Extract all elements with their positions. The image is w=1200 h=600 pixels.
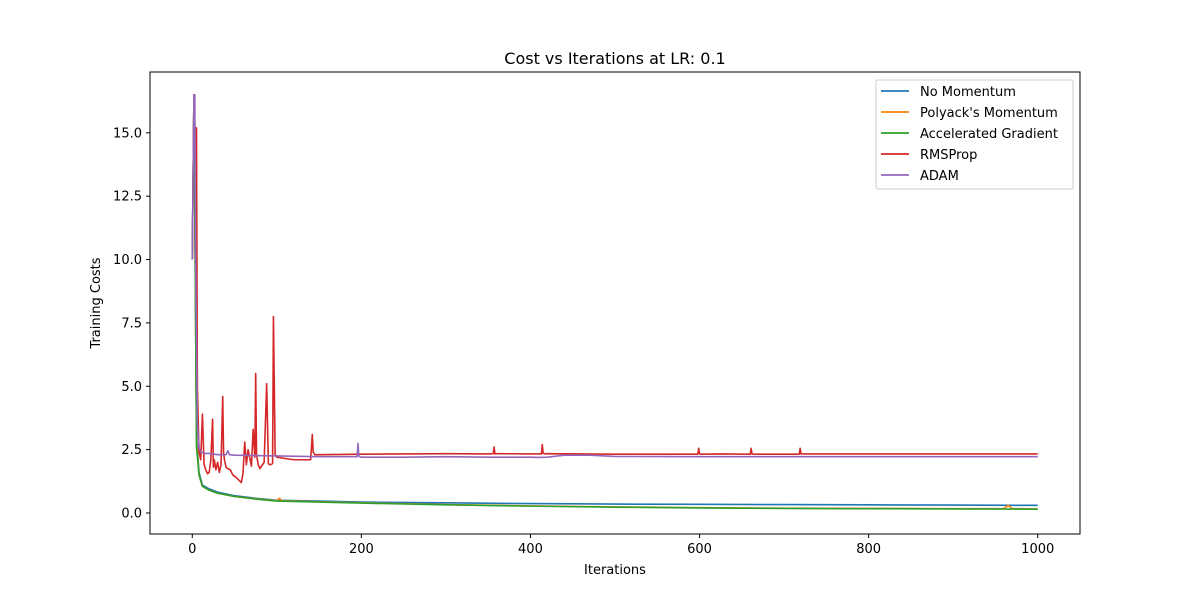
y-tick-label: 10.0 — [113, 253, 142, 268]
plot-frame — [149, 71, 1081, 535]
x-tick-label: 600 — [687, 542, 712, 557]
y-tick-label: 0.0 — [121, 506, 142, 521]
y-tick-label: 5.0 — [121, 380, 142, 395]
y-axis-label: Training Costs — [89, 257, 104, 349]
chart-title: Cost vs Iterations at LR: 0.1 — [504, 49, 725, 68]
legend-label: RMSProp — [920, 148, 977, 163]
x-tick-label: 0 — [188, 542, 196, 557]
x-tick-label: 200 — [349, 542, 374, 557]
x-tick-label: 1000 — [1021, 542, 1054, 557]
y-tick-label: 15.0 — [113, 126, 142, 141]
legend-box — [875, 79, 1074, 190]
y-axis: 0.0 2.5 5.0 7.5 10.0 12.5 15.0 — [113, 126, 150, 521]
legend: No Momentum Polyack's Momentum Accelerated… — [875, 79, 1074, 190]
legend-label: Accelerated Gradient — [920, 127, 1058, 142]
y-tick-label: 7.5 — [121, 316, 142, 331]
series-line-rmsprop — [191, 94, 1038, 484]
x-axis-label: Iterations — [584, 563, 646, 578]
legend-label: ADAM — [920, 169, 959, 184]
y-tick-label: 2.5 — [121, 443, 142, 458]
x-tick-label: 400 — [518, 542, 543, 557]
series-line-adam — [191, 94, 1038, 459]
y-tick-label: 12.5 — [113, 190, 142, 205]
x-axis: 0 200 400 600 800 1000 — [188, 534, 1054, 557]
series-line-accelerated-gradient — [191, 94, 1038, 510]
x-tick-label: 800 — [856, 542, 881, 557]
legend-label: Polyack's Momentum — [920, 106, 1058, 121]
legend-label: No Momentum — [920, 85, 1016, 100]
